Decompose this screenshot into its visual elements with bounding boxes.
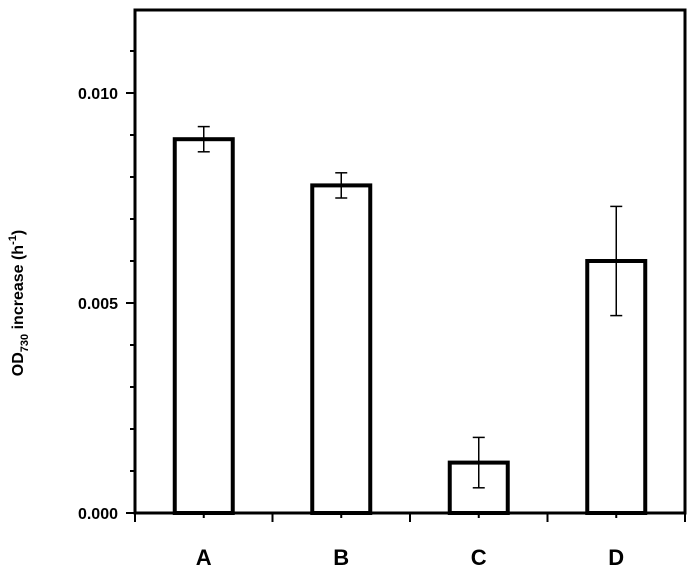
category-label-b: B [333,545,349,570]
y-axis-title: OD730 increase (h-1) [7,230,31,376]
category-label-a: A [196,545,212,570]
y-tick-label: 0.005 [78,296,118,313]
category-label-d: D [608,545,624,570]
bar-a [172,137,235,515]
bars [172,137,648,516]
error-bar-a [197,125,210,153]
y-tick-labels: 0.000 0.005 0.010 [78,86,118,523]
y-tick-label: 0.010 [78,86,118,103]
error-bars [197,125,623,489]
error-bar-d [610,205,623,317]
y-axis-title-end: ) [10,230,27,235]
y-axis-title-subscript: 730 [19,334,31,352]
category-labels: A B C D [196,545,624,570]
error-bar-c [472,436,485,489]
category-label-c: C [471,545,487,570]
error-bar-b [335,172,348,199]
bar-b [310,183,373,515]
y-axis-title-main: OD [10,352,27,376]
y-axis-title-superscript: -1 [7,235,19,245]
y-tick-label: 0.000 [78,506,118,523]
y-ticks [126,50,135,514]
y-axis-title-rest: increase (h [10,245,27,334]
